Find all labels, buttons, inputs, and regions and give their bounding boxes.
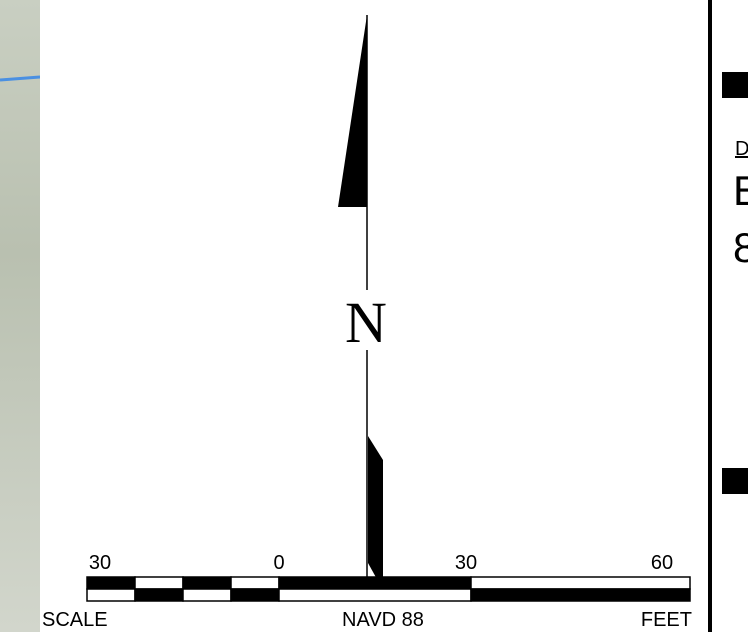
- scale-segment: [86, 588, 136, 602]
- aerial-imagery: [0, 0, 40, 632]
- scale-segment: [134, 588, 184, 602]
- scale-segment: [230, 576, 280, 590]
- label-backing: [338, 290, 396, 350]
- scale-tick-label: 30: [455, 552, 477, 574]
- scale-tick-label: 30: [89, 552, 111, 574]
- legend-swatch: [722, 72, 748, 98]
- legend-swatch: [722, 468, 748, 494]
- panel-text: 8: [733, 224, 748, 271]
- scale-segment: [278, 576, 472, 590]
- scale-segment: [134, 576, 184, 590]
- panel-heading: D: [735, 138, 748, 160]
- water-line: [0, 75, 41, 82]
- scale-segment: [182, 588, 232, 602]
- scale-tick-label: 60: [651, 552, 673, 574]
- scale-segment: [182, 576, 232, 590]
- units-caption: FEET: [641, 609, 692, 631]
- scale-segment: [470, 588, 691, 602]
- datum-caption: NAVD 88: [342, 609, 424, 631]
- arrow-head: [338, 15, 367, 207]
- scale-segment: [230, 588, 280, 602]
- scale-segment: [86, 576, 136, 590]
- north-label: N: [345, 290, 387, 355]
- scale-segment: [470, 576, 691, 590]
- scale-tick-label: 0: [273, 552, 284, 574]
- panel-border: [708, 0, 712, 632]
- scale-bar: [86, 576, 691, 602]
- north-arrow: N: [338, 15, 396, 590]
- scale-segment: [278, 588, 472, 602]
- scale-caption: SCALE: [42, 609, 108, 631]
- panel-text: E: [733, 167, 748, 214]
- arrow-tail: [368, 436, 383, 590]
